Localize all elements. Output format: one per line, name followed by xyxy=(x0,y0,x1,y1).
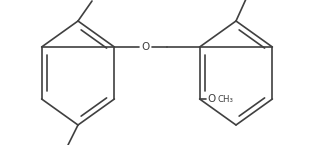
Text: O: O xyxy=(141,42,149,52)
Text: CH₃: CH₃ xyxy=(218,95,234,104)
Text: O: O xyxy=(208,94,216,104)
